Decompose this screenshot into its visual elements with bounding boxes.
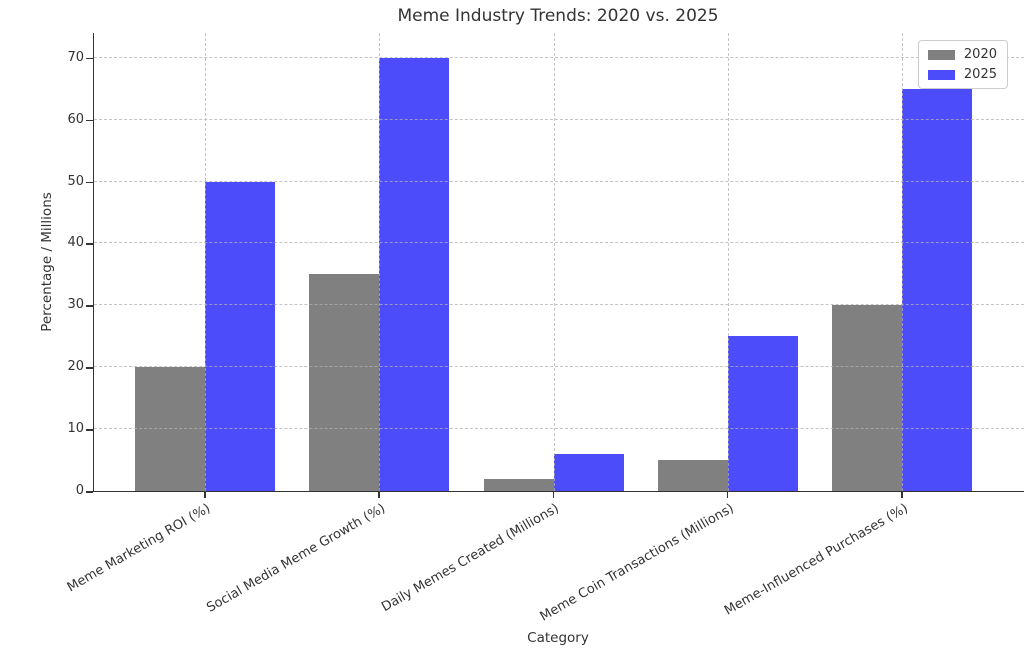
bar-2020-4 xyxy=(832,305,902,491)
bar-2025-1 xyxy=(379,57,450,491)
gridline-h-70 xyxy=(94,56,1024,58)
chart-title: Meme Industry Trends: 2020 vs. 2025 xyxy=(397,6,719,26)
legend: 2020 2025 xyxy=(917,40,1008,89)
y-tick-mark-50 xyxy=(86,181,93,183)
x-tick-mark-1 xyxy=(378,492,380,498)
bar-2025-0 xyxy=(205,181,275,491)
legend-label-2020: 2020 xyxy=(963,47,997,62)
grid-layer xyxy=(94,33,1024,491)
y-tick-label-0: 0 xyxy=(75,483,84,498)
y-tick-mark-70 xyxy=(86,57,93,60)
x-tick-mark-2 xyxy=(552,492,554,498)
legend-label-2025: 2025 xyxy=(963,67,997,82)
x-tick-label-text-1: Social Media Meme Growth (%) xyxy=(203,501,388,616)
gridline-h-40 xyxy=(94,242,1024,244)
y-tick-mark-0 xyxy=(86,491,93,493)
plot-area xyxy=(93,33,1024,492)
gridline-v-2 xyxy=(553,33,555,491)
x-tick-mark-0 xyxy=(204,492,206,498)
legend-swatch-2020 xyxy=(927,49,955,60)
gridline-h-10 xyxy=(94,428,1024,430)
x-tick-label-text-3: Meme Coin Transactions (Millions) xyxy=(537,501,737,625)
y-tick-label-70: 70 xyxy=(67,49,84,65)
bar-2025-2 xyxy=(553,453,624,491)
bar-2020-1 xyxy=(309,274,380,491)
legend-entry-2020: 2020 xyxy=(927,47,997,62)
gridline-v-3 xyxy=(727,33,729,491)
gridline-h-60 xyxy=(94,118,1024,120)
x-tick-label-text-4: Meme-Influenced Purchases (%) xyxy=(721,501,911,619)
x-tick-label-text-0: Meme Marketing ROI (%) xyxy=(65,501,214,596)
gridline-v-0 xyxy=(205,33,206,491)
bar-2025-3 xyxy=(727,336,798,491)
y-tick-mark-20 xyxy=(86,367,93,369)
x-tick-mark-4 xyxy=(901,492,903,498)
y-tick-mark-60 xyxy=(86,119,93,122)
x-tick-mark-3 xyxy=(726,492,729,498)
y-tick-mark-30 xyxy=(86,305,93,307)
gridline-h-50 xyxy=(94,180,1024,182)
y-tick-label-20: 20 xyxy=(67,359,84,375)
bar-2020-2 xyxy=(483,478,554,491)
x-tick-label-text-2: Daily Memes Created (Millions) xyxy=(379,501,562,616)
gridline-h-30 xyxy=(94,304,1024,306)
x-axis-label: Category xyxy=(527,630,589,646)
gridline-h-20 xyxy=(94,366,1024,368)
gridline-v-4 xyxy=(902,33,903,491)
bars-layer xyxy=(94,33,1024,491)
y-tick-label-30: 30 xyxy=(67,297,84,313)
bar-2025-4 xyxy=(902,88,972,491)
y-tick-label-50: 50 xyxy=(67,173,84,189)
y-tick-mark-10 xyxy=(86,429,93,431)
gridline-v-1 xyxy=(379,33,381,491)
y-tick-label-40: 40 xyxy=(67,235,84,251)
y-tick-label-60: 60 xyxy=(67,111,84,127)
y-tick-mark-40 xyxy=(86,243,93,245)
legend-entry-2025: 2025 xyxy=(927,67,997,82)
legend-swatch-2025 xyxy=(927,69,955,80)
bar-2020-3 xyxy=(657,460,728,491)
y-tick-label-10: 10 xyxy=(67,421,84,437)
y-axis-label-text: Percentage / Millions xyxy=(39,192,55,332)
